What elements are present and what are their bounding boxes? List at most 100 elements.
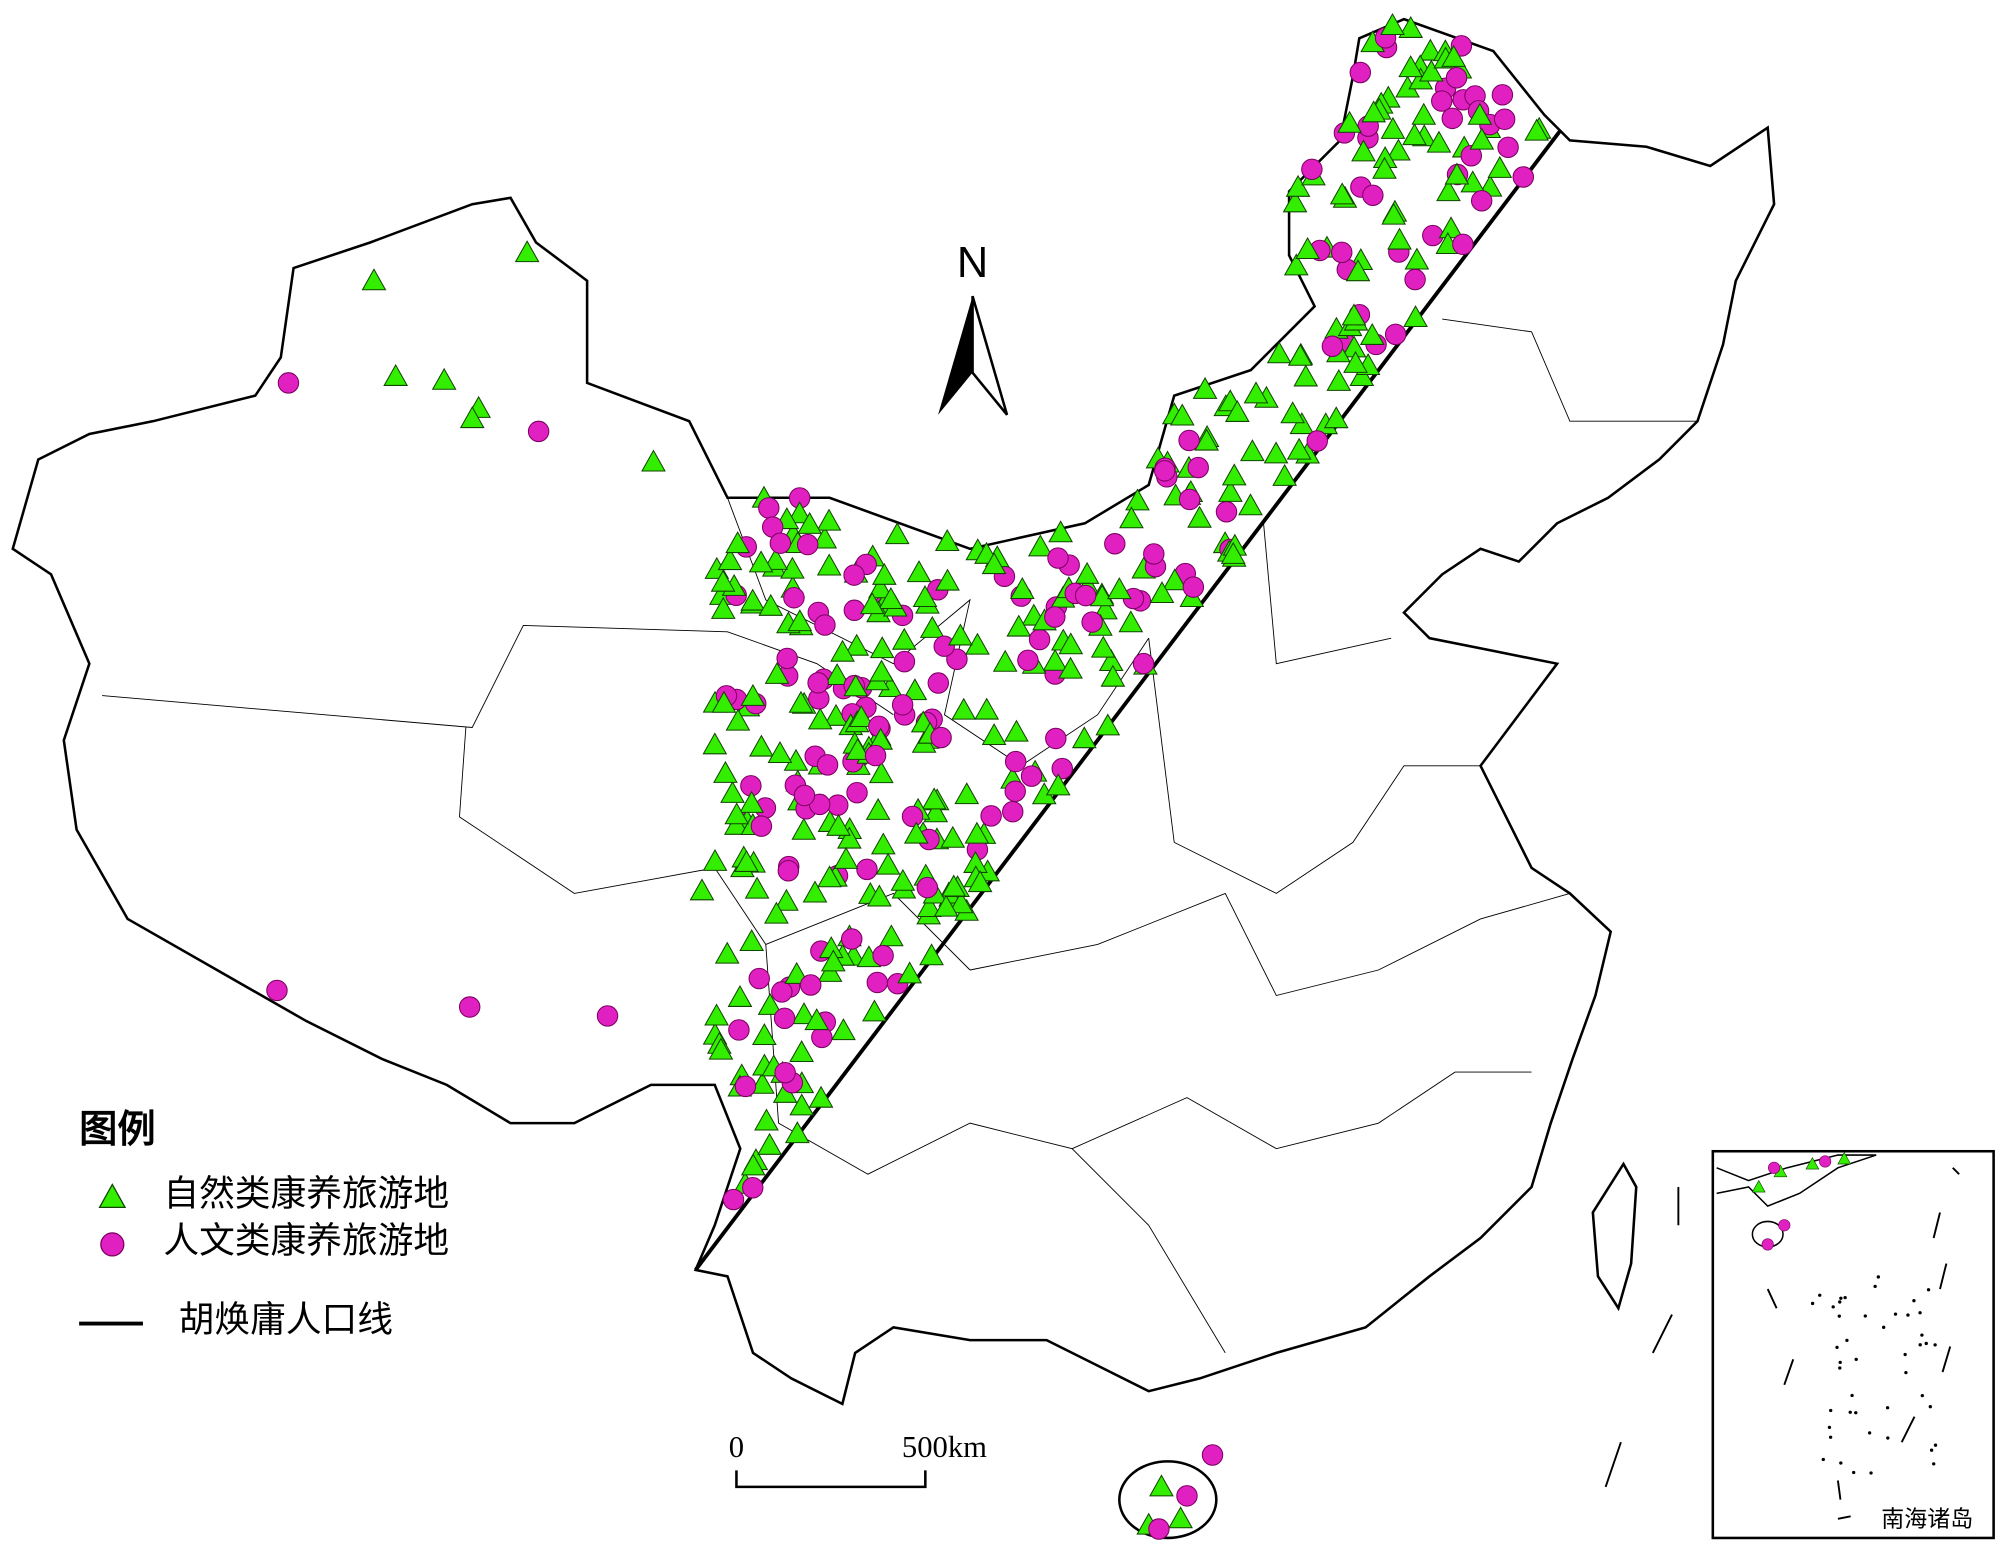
cultural-site: [1028, 628, 1051, 651]
islet: [1821, 1457, 1825, 1462]
natural-site: [702, 732, 728, 755]
cultural-site: [1445, 67, 1468, 89]
legend-symbol: [100, 1232, 125, 1257]
natural-site: [1469, 127, 1495, 150]
natural-site: [824, 663, 850, 686]
cultural-site: [527, 420, 550, 443]
cultural-site: [807, 672, 829, 694]
natural-site: [1436, 179, 1461, 202]
natural-site: [740, 683, 766, 706]
islet: [1869, 1471, 1873, 1475]
natural-site: [933, 894, 959, 917]
islet: [1903, 1352, 1907, 1357]
natural-site: [921, 787, 947, 810]
cultural-site: [1431, 90, 1453, 112]
islet: [1837, 1314, 1841, 1318]
cultural-site: [1819, 1155, 1832, 1168]
cultural-site: [1132, 652, 1155, 675]
cultural-site: [1493, 108, 1516, 130]
cultural-site: [596, 1005, 619, 1027]
natural-site: [1048, 520, 1073, 543]
natural-site: [1351, 139, 1376, 162]
cultural-site: [769, 532, 792, 554]
islet: [1835, 1345, 1839, 1350]
islet: [1933, 1343, 1937, 1347]
natural-site: [740, 1153, 766, 1176]
cultural-site: [796, 533, 819, 556]
natural-site: [1192, 376, 1218, 399]
cultural-site: [1404, 268, 1426, 291]
natural-site: [826, 813, 851, 836]
natural-site: [1345, 259, 1371, 282]
dash-line: [1836, 1480, 1842, 1500]
natural-site: [1100, 664, 1126, 687]
natural-site: [897, 961, 923, 984]
natural-site: [774, 888, 799, 911]
natural-site: [749, 734, 774, 757]
islet: [1912, 1299, 1916, 1303]
natural-site: [808, 1085, 834, 1108]
cultural-site: [1051, 757, 1073, 780]
natural-site: [919, 943, 944, 966]
cultural-site: [458, 996, 481, 1018]
natural-site: [1444, 162, 1470, 185]
province-border: [1148, 638, 1481, 894]
inset-coast: [1716, 1154, 1877, 1208]
natural-site: [713, 760, 738, 783]
islet: [1827, 1425, 1832, 1430]
natural-site: [1805, 1156, 1820, 1170]
natural-site: [870, 832, 896, 855]
natural-site: [1524, 118, 1550, 141]
natural-site: [1280, 401, 1306, 424]
natural-site: [739, 790, 765, 813]
natural-site: [1349, 364, 1375, 387]
natural-site: [725, 531, 751, 554]
natural-site: [848, 705, 874, 728]
legend-item: 自然类康养旅游地: [163, 1173, 449, 1213]
natural-site: [748, 550, 774, 573]
natural-site: [1285, 174, 1311, 197]
cultural-site: [1143, 543, 1165, 565]
natural-site: [807, 707, 833, 730]
cultural-site: [742, 1177, 764, 1199]
islet: [1845, 1338, 1849, 1343]
natural-site: [1149, 1474, 1174, 1497]
natural-site: [740, 588, 766, 611]
natural-site: [884, 522, 910, 545]
natural-site: [967, 870, 993, 893]
cultural-site: [1768, 1161, 1781, 1174]
natural-site: [751, 1023, 777, 1046]
islet: [1852, 1470, 1856, 1475]
cultural-site: [776, 647, 798, 670]
north-label: N: [957, 239, 988, 287]
cultural-site: [783, 586, 805, 609]
natural-site: [1169, 403, 1195, 426]
islet: [1893, 1312, 1898, 1316]
natural-site: [1074, 561, 1100, 584]
natural-site: [867, 884, 892, 907]
natural-site: [1411, 102, 1437, 125]
natural-site: [878, 586, 904, 609]
natural-site: [758, 593, 784, 616]
cultural-site: [777, 860, 800, 882]
dash-line: [1900, 1416, 1916, 1443]
province-border: [765, 944, 1226, 1354]
natural-site: [383, 363, 409, 386]
natural-site: [919, 615, 945, 638]
natural-site: [710, 596, 736, 619]
natural-site: [791, 1002, 817, 1025]
cultural-site: [1512, 166, 1534, 188]
cultural-site: [933, 635, 955, 657]
natural-site: [739, 929, 765, 951]
legend-item: 人文类康养旅游地: [163, 1221, 449, 1261]
natural-site: [923, 800, 949, 823]
cultural-site: [927, 672, 950, 694]
dash-line: [1837, 1515, 1851, 1520]
cultural-site: [1301, 158, 1323, 181]
natural-site: [1058, 656, 1083, 679]
natural-site: [1386, 138, 1411, 161]
natural-site: [1194, 428, 1220, 451]
cultural-site: [811, 1026, 833, 1049]
natural-site: [891, 627, 917, 650]
cultural-site: [722, 1188, 745, 1211]
